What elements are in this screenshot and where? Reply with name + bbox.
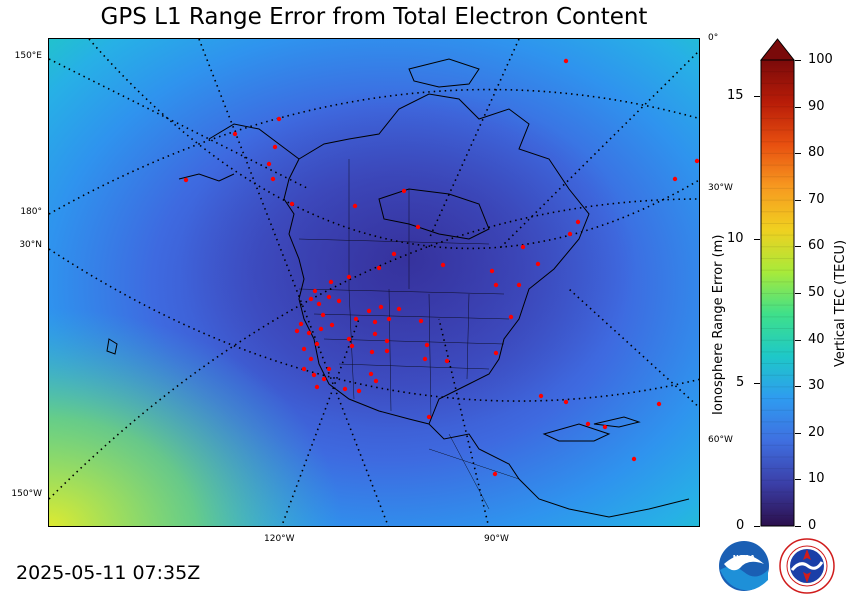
colorbar (760, 38, 795, 527)
timestamp: 2025-05-11 07:35Z (16, 562, 201, 584)
tec-tick-label: 80 (808, 145, 825, 161)
political-borders (298, 159, 520, 510)
tec-tick-mark (795, 246, 801, 248)
station-markers (183, 58, 699, 477)
tec-map-canvas (49, 39, 699, 526)
range-error-tick-label: 5 (736, 374, 745, 390)
tec-tick-label: 70 (808, 191, 825, 207)
tec-tick-label: 50 (808, 285, 825, 300)
tec-map[interactable] (48, 38, 700, 527)
graticule-label-30w: 30°W (708, 183, 733, 193)
range-error-tick-mark (754, 526, 760, 527)
graticule-label-30n: 30°N (19, 240, 42, 250)
tec-tick-mark (795, 432, 801, 434)
nws-logo[interactable] (778, 538, 836, 594)
tec-tick-mark (795, 153, 801, 155)
tec-tick-mark (795, 479, 801, 481)
tec-tick-label: 10 (808, 471, 825, 487)
page-title: GPS L1 Range Error from Total Electron C… (100, 4, 648, 30)
colorbar-extend-arrow (760, 38, 795, 61)
tec-tick-label: 40 (808, 331, 825, 347)
graticule-label-150e: 150°E (14, 51, 42, 61)
colorbar-fill (760, 59, 795, 527)
tec-tick-mark (795, 526, 801, 527)
range-error-tick-label: 0 (736, 518, 745, 533)
tec-tick-label: 90 (808, 98, 825, 114)
noaa-logo[interactable]: NOAA (718, 540, 770, 592)
range-error-axis-label: Ionosphere Range Error (m) (711, 234, 726, 415)
graticule-label-120w: 120°W (264, 534, 295, 544)
range-error-tick-label: 10 (727, 231, 744, 247)
range-error-tick-label: 15 (727, 87, 744, 103)
svg-text:NOAA: NOAA (733, 554, 756, 562)
graticule-label-0: 0° (708, 33, 719, 43)
tec-tick-mark (795, 339, 801, 341)
graticule-label-150w: 150°W (11, 489, 42, 499)
tec-tick-mark (795, 106, 801, 108)
tec-tick-label: 0 (808, 518, 817, 533)
colorbar-graphic (760, 38, 795, 527)
coastlines (106, 58, 690, 518)
tec-tick-label: 60 (808, 238, 825, 254)
graticule-label-60w: 60°W (708, 435, 733, 445)
tec-tick-mark (795, 199, 801, 201)
tec-tick-label: 20 (808, 424, 825, 440)
tec-tick-mark (795, 386, 801, 388)
range-error-tick-mark (754, 382, 760, 384)
graticule-label-180: 180° (20, 207, 42, 217)
range-error-tick-mark (754, 239, 760, 241)
tec-tick-label: 30 (808, 378, 825, 394)
tec-tick-mark (795, 293, 801, 294)
tec-axis-label: Vertical TEC (TECU) (833, 239, 848, 367)
tec-tick-label: 100 (808, 52, 833, 67)
graticule (49, 39, 699, 526)
graticule-label-90w: 90°W (484, 534, 509, 544)
tec-tick-mark (795, 60, 801, 61)
range-error-tick-mark (754, 95, 760, 97)
